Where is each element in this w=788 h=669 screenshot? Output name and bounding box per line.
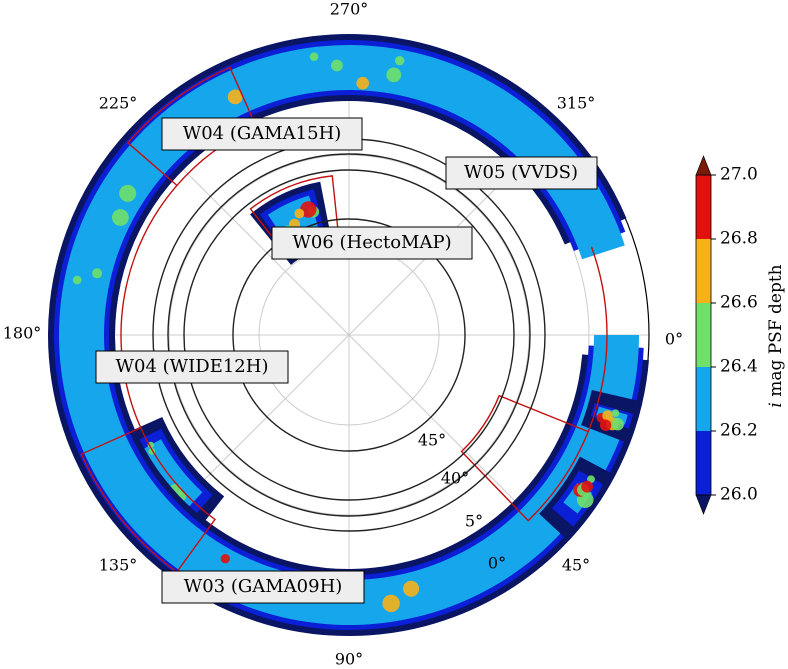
patch-spot	[147, 441, 154, 449]
angle-tick-180: 180°	[3, 324, 42, 343]
field-label-text: W03 (GAMA09H)	[184, 576, 343, 597]
field-label-w06-hectomap: W06 (HectoMAP)	[271, 226, 473, 260]
survey-outline-0	[126, 66, 258, 187]
field-label-text: W04 (GAMA15H)	[183, 123, 342, 144]
radial-tick-40: 40°	[441, 469, 469, 488]
survey-outline-1	[80, 426, 216, 574]
radial-tick-5: 5°	[465, 512, 483, 531]
colorbar-label-rest: mag PSF depth	[766, 264, 786, 402]
patch-spot	[599, 419, 612, 431]
colorbar-tick-label: 26.4	[720, 357, 758, 377]
colorbar-over-arrow	[695, 155, 712, 176]
colorbar-tick-label: 26.0	[720, 485, 758, 505]
patch-spot	[300, 201, 317, 218]
angle-tick-225: 225°	[99, 94, 138, 113]
angle-tick-270: 270°	[330, 0, 369, 19]
dec-ring-2	[167, 153, 531, 517]
survey-outline-east-arc	[587, 246, 608, 432]
colorbar-label: i mag PSF depth	[766, 264, 786, 407]
survey-outline-west-arc	[120, 184, 178, 429]
patch-spot	[72, 275, 82, 285]
colorbar-label-italic: i	[766, 402, 786, 407]
depth-patch-6	[539, 456, 616, 542]
colorbar-tick-label: 26.6	[720, 293, 758, 313]
patch-spot	[92, 268, 103, 279]
patch-spot	[611, 418, 624, 431]
colorbar-tick-label: 27.0	[720, 165, 758, 185]
patch-spot	[581, 480, 593, 493]
angle-tick-135: 135°	[99, 556, 138, 575]
patch-spot	[227, 89, 243, 105]
patch-spot	[356, 76, 370, 90]
patch-spot	[382, 594, 400, 613]
colorbar-tick-label: 26.8	[720, 229, 758, 249]
dec-ring-1	[183, 169, 515, 501]
colorbar-bin-2	[696, 303, 711, 367]
angle-tick-315: 315°	[557, 94, 596, 113]
patch-spot	[309, 52, 319, 61]
radial-tick-45: 45°	[418, 431, 446, 450]
field-label-w03-gama09h: W03 (GAMA09H)	[161, 570, 365, 604]
colorbar-under-arrow	[695, 494, 712, 515]
field-label-w05-vvds: W05 (VVDS)	[445, 156, 598, 190]
patch-spot	[403, 580, 420, 597]
field-label-text: W04 (WIDE12H)	[116, 356, 269, 377]
colorbar: 26.0 26.2 26.4 26.6 26.8 27.0 i mag PSF depth	[695, 155, 786, 515]
survey-outline-2	[460, 394, 590, 522]
patch-spot	[119, 184, 137, 202]
field-label-text: W06 (HectoMAP)	[292, 232, 451, 253]
colorbar-bin-1	[696, 367, 711, 431]
angle-tick-90: 90°	[335, 650, 363, 669]
patch-spot	[220, 554, 230, 564]
angle-tick-labels: 0° 45° 90° 135° 180° 225° 270° 315°	[3, 0, 683, 669]
field-label-w04-gama15h: W04 (GAMA15H)	[161, 117, 363, 151]
radial-tick-0: 0°	[488, 554, 506, 573]
colorbar-bins	[696, 175, 711, 495]
dec-ring-0	[232, 218, 466, 452]
patch-spot	[602, 410, 613, 421]
colorbar-tick-label: 26.2	[720, 421, 758, 441]
field-labels: W04 (GAMA15H) W05 (VVDS) W06 (HectoMAP) …	[95, 117, 598, 604]
angle-tick-45: 45°	[562, 556, 590, 575]
field-label-w04-wide12h: W04 (WIDE12H)	[95, 350, 289, 384]
colorbar-bin-3	[696, 239, 711, 303]
patch-spot	[386, 67, 402, 83]
patch-spot	[112, 209, 129, 226]
patch-spot	[331, 59, 343, 72]
patch-spot	[611, 409, 620, 418]
patch-spot	[294, 208, 305, 219]
patch-spot	[395, 56, 405, 66]
colorbar-bin-4	[696, 175, 711, 239]
field-label-text: W05 (VVDS)	[464, 162, 578, 183]
colorbar-bin-0	[696, 431, 711, 495]
angle-tick-0: 0°	[665, 330, 683, 349]
colorbar-ticks: 26.0 26.2 26.4 26.6 26.8 27.0	[711, 165, 758, 505]
radial-tick-labels: 45° 40° 5° 0°	[418, 431, 506, 573]
